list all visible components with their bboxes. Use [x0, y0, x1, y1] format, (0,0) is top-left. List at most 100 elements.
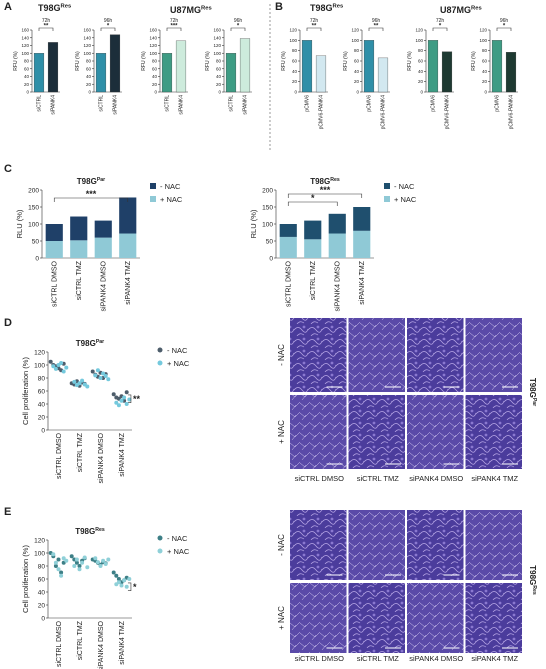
- chart-title-main: T98G: [310, 177, 330, 186]
- legend-swatch: [150, 196, 156, 202]
- micrograph: [348, 318, 405, 392]
- row-label: + NAC: [277, 420, 286, 444]
- y-tick-label: 100: [83, 51, 91, 56]
- column-label: siCTRL DMSO: [295, 474, 344, 483]
- x-tick-label: siPANK4: [179, 95, 185, 115]
- group-title-main: T98G: [38, 3, 61, 13]
- data-point: [85, 565, 90, 570]
- y-tick-label: 120: [21, 43, 29, 48]
- y-axis-label: RFU (%): [407, 51, 413, 71]
- subtitle: 96h: [500, 18, 509, 24]
- legend-dot: [157, 548, 163, 554]
- y-tick-label: 40: [86, 74, 92, 79]
- x-tick-label: siPANK4 TMZ: [125, 260, 132, 304]
- y-tick-label: 100: [351, 38, 359, 43]
- data-point: [77, 381, 82, 386]
- y-tick-label: 120: [34, 349, 45, 356]
- legend-dot: [157, 360, 163, 366]
- y-tick-label: 140: [149, 35, 157, 40]
- sig-label: **: [44, 24, 49, 30]
- group-title: T98GRes: [38, 3, 72, 13]
- sig-label: *: [311, 193, 315, 203]
- y-tick-label: 120: [415, 28, 423, 33]
- row-label: - NAC: [277, 534, 286, 556]
- bar-segment: [70, 240, 88, 258]
- data-point: [53, 560, 58, 565]
- sig-label: ***: [320, 185, 331, 195]
- data-point: [114, 400, 119, 405]
- legend-label: + NAC: [167, 359, 190, 368]
- y-tick-label: 160: [21, 28, 29, 33]
- column-label: siPANK4 TMZ: [471, 474, 518, 483]
- bar: [441, 51, 453, 93]
- column-label: siCTRL TMZ: [357, 474, 400, 483]
- data-point: [98, 564, 103, 568]
- y-tick-label: 20: [418, 79, 424, 84]
- panel-label: D: [4, 317, 12, 329]
- y-tick-label: 60: [86, 66, 92, 71]
- bar-segment: [70, 216, 88, 241]
- y-tick-label: 60: [418, 59, 424, 64]
- y-axis-label: RFU (%): [471, 51, 477, 71]
- y-tick-label: 20: [354, 79, 360, 84]
- sig-bracket: [53, 197, 129, 202]
- x-tick-label: siCTRL: [37, 95, 43, 112]
- sig-label: *: [503, 24, 506, 30]
- x-tick-label: pCMV6: [305, 95, 311, 112]
- data-point: [51, 552, 56, 557]
- sig-bracket: [127, 582, 132, 591]
- column-label: siPANK4 TMZ: [471, 654, 518, 663]
- y-tick-label: 0: [154, 90, 157, 95]
- group-title: U87MGRes: [170, 5, 212, 15]
- bar: [175, 40, 187, 93]
- y-tick-label: 0: [35, 255, 39, 262]
- y-axis-label: RFU (%): [281, 51, 287, 71]
- sig-label: *: [237, 24, 240, 30]
- data-point: [77, 564, 82, 568]
- y-axis-label: RFU (%): [13, 51, 19, 71]
- y-tick-label: 120: [479, 28, 487, 33]
- x-tick-label: siCTRL TMZ: [310, 260, 317, 300]
- y-tick-label: 40: [482, 69, 488, 74]
- y-tick-label: 0: [41, 427, 45, 434]
- data-point: [116, 580, 121, 585]
- data-point: [95, 368, 100, 373]
- sig-label: ***: [86, 189, 97, 199]
- bar-segment: [304, 239, 322, 258]
- group-title-main: U87MG: [440, 5, 471, 15]
- bar: [491, 40, 503, 93]
- data-point: [72, 379, 77, 384]
- chart-title-main: T98G: [75, 527, 95, 536]
- sig-bracket: [38, 27, 54, 31]
- y-tick-label: 0: [218, 90, 221, 95]
- bar: [239, 38, 251, 93]
- y-tick-label: 0: [41, 615, 45, 622]
- bar: [109, 34, 121, 93]
- legend-dot: [157, 347, 163, 353]
- data-point: [56, 567, 61, 572]
- y-tick-label: 80: [86, 59, 92, 64]
- sig-label: *: [107, 24, 110, 30]
- data-point: [64, 558, 69, 563]
- data-point: [101, 371, 106, 376]
- data-point: [98, 376, 103, 380]
- micrograph: [407, 318, 464, 392]
- y-tick-label: 100: [262, 221, 273, 228]
- group-title-sup: Res: [471, 5, 482, 11]
- micrograph: [465, 318, 522, 392]
- y-tick-label: 40: [38, 401, 46, 408]
- y-tick-label: 100: [479, 38, 487, 43]
- data-point: [106, 377, 111, 382]
- y-tick-label: 60: [216, 66, 222, 71]
- y-tick-label: 20: [152, 82, 158, 87]
- data-point: [124, 402, 129, 406]
- y-tick-label: 120: [351, 28, 359, 33]
- x-tick-label: siCTRL TMZ: [76, 260, 83, 300]
- sig-label: *: [439, 24, 442, 30]
- data-point: [124, 584, 129, 589]
- x-tick-label: siPANK4: [113, 95, 119, 115]
- data-point: [122, 578, 127, 583]
- cell-line-label-main: T98G: [528, 565, 537, 585]
